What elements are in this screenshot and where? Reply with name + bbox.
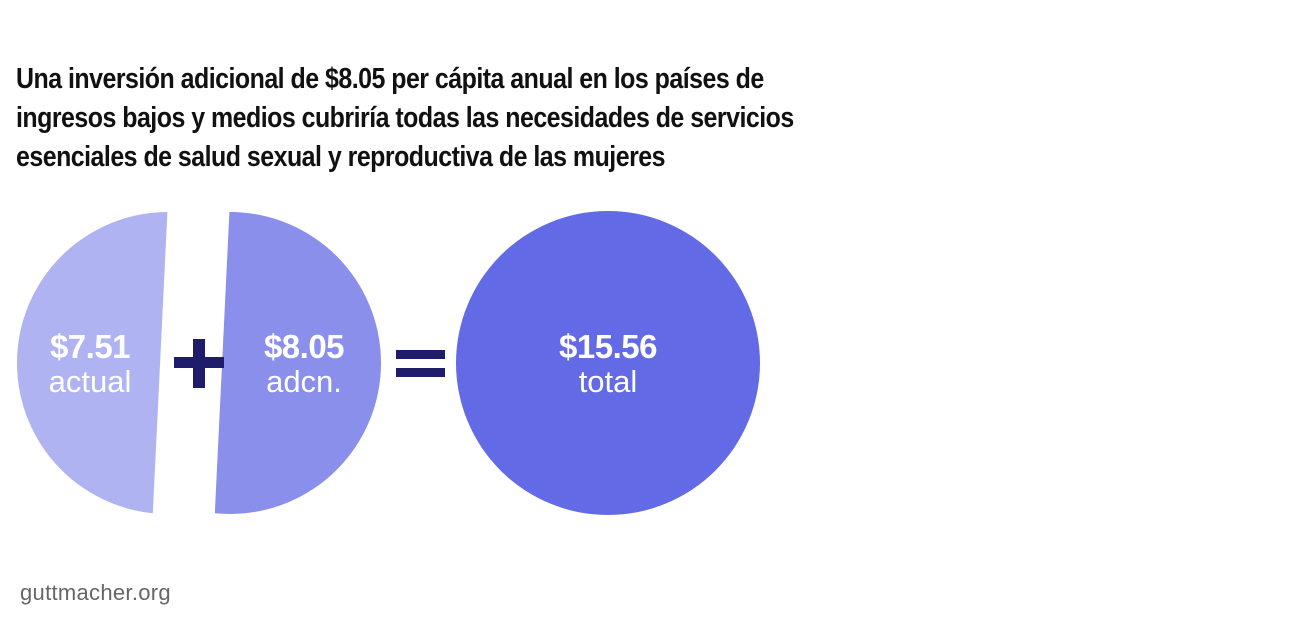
additional-label: adcn.	[266, 364, 342, 399]
plus-icon	[174, 339, 224, 388]
additional-half-circle	[214, 212, 381, 514]
title-line-1: Una inversión adicional de $8.05 per cáp…	[16, 63, 764, 95]
title-line-3: esenciales de salud sexual y reproductiv…	[16, 141, 666, 173]
total-value: $15.56	[559, 328, 657, 365]
equals-icon	[396, 350, 445, 377]
actual-half-circle	[17, 212, 168, 514]
source-credit: guttmacher.org	[20, 580, 171, 605]
actual-value: $7.51	[49, 328, 131, 365]
total-label: total	[578, 364, 638, 399]
chart-title: Una inversión adicional de $8.05 per cáp…	[16, 60, 794, 177]
title-line-2: ingresos bajos y medios cubriría todas l…	[16, 102, 794, 134]
total-circle	[456, 211, 760, 515]
actual-label: actual	[48, 364, 132, 399]
additional-value: $8.05	[263, 328, 345, 365]
